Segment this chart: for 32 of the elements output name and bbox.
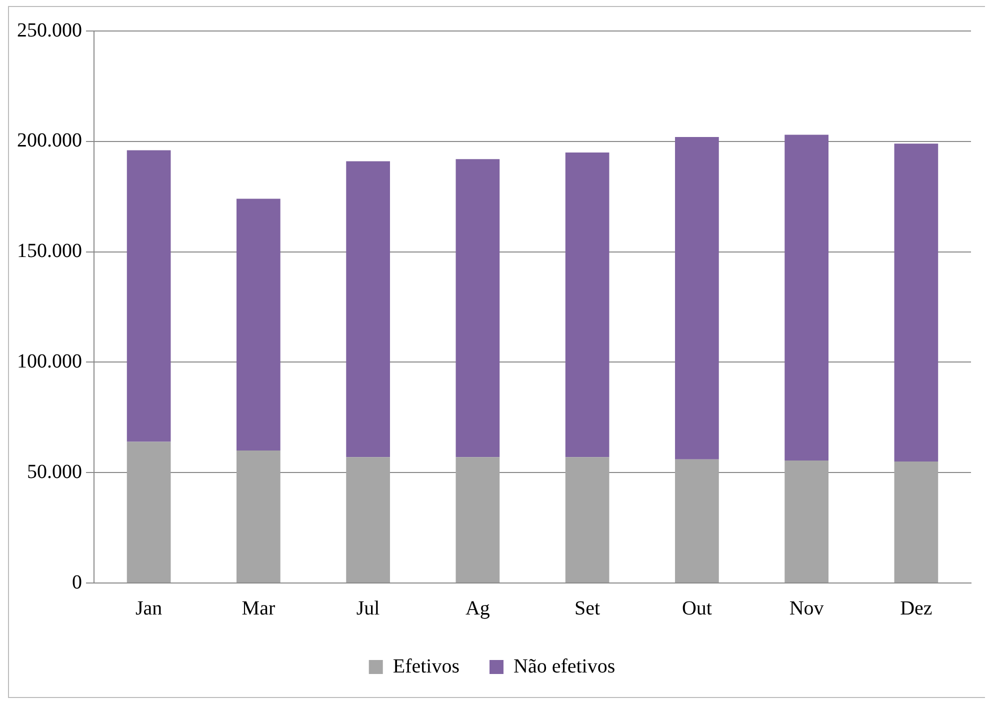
bar [784,134,828,460]
y-tick-label: 250.000 [17,19,82,42]
bar [675,459,719,582]
bar [346,457,390,582]
bar [565,152,610,458]
legend-label: Não efetivos [514,655,616,678]
x-tick-label: Jul [356,597,380,620]
x-tick-label: Out [682,597,712,620]
bar [675,136,719,460]
y-tick-label: 200.000 [17,130,82,152]
bar [236,450,280,582]
bar [126,442,171,582]
bar [236,198,280,451]
x-tick-label: Mar [242,597,276,620]
y-tick-label: 150.000 [17,240,82,262]
x-tick-label: Nov [789,597,824,620]
bar [456,457,500,582]
bar [346,161,390,458]
y-tick-label: 50.000 [27,460,82,483]
bar [894,144,938,462]
bar [565,457,610,582]
bar [126,150,171,442]
bar [784,460,828,582]
y-tick-label: 0 [72,571,82,594]
x-tick-label: Jan [135,597,162,620]
legend-label: Efetivos [392,655,460,678]
bar [894,462,938,582]
x-tick-label: Dez [900,597,932,620]
x-tick-label: Set [574,597,601,620]
bar [456,159,500,458]
y-tick-label: 100.000 [17,350,82,372]
x-tick-label: Ag [465,597,490,620]
